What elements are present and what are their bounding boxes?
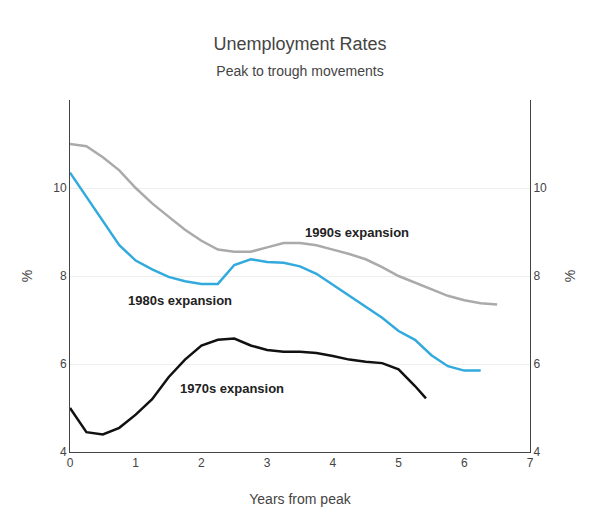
svg-text:%: % [562,270,578,282]
svg-text:1: 1 [132,456,139,470]
svg-text:2: 2 [198,456,205,470]
svg-text:1980s expansion: 1980s expansion [128,293,232,308]
svg-text:10: 10 [533,181,547,195]
svg-text:8: 8 [533,269,540,283]
svg-text:1970s expansion: 1970s expansion [180,381,284,396]
svg-text:4: 4 [533,445,540,459]
svg-text:%: % [19,270,35,282]
svg-text:6: 6 [533,357,540,371]
svg-text:0: 0 [67,456,74,470]
svg-text:5: 5 [395,456,402,470]
svg-text:Unemployment Rates: Unemployment Rates [213,34,386,54]
svg-text:3: 3 [264,456,271,470]
svg-text:1990s expansion: 1990s expansion [305,225,409,240]
svg-text:Years from peak: Years from peak [249,491,351,507]
svg-text:6: 6 [461,456,468,470]
svg-text:8: 8 [60,269,67,283]
svg-text:7: 7 [527,456,534,470]
svg-text:6: 6 [60,357,67,371]
svg-text:4: 4 [60,445,67,459]
svg-text:4: 4 [330,456,337,470]
svg-text:10: 10 [53,181,67,195]
svg-text:Peak to trough movements: Peak to trough movements [216,63,383,79]
